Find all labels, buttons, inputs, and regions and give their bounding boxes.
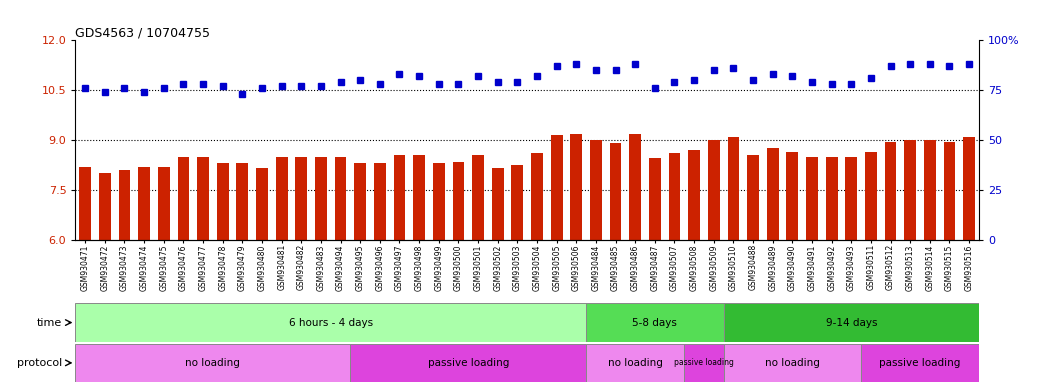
Text: passive loading: passive loading xyxy=(427,358,509,368)
Bar xyxy=(197,157,209,240)
Text: passive loading: passive loading xyxy=(674,358,734,367)
Bar xyxy=(845,157,857,240)
Text: no loading: no loading xyxy=(607,358,663,368)
Bar xyxy=(138,167,150,240)
Bar xyxy=(374,164,385,240)
Bar xyxy=(963,137,975,240)
Bar xyxy=(99,174,111,240)
Bar xyxy=(826,157,838,240)
Text: no loading: no loading xyxy=(185,358,241,368)
Bar xyxy=(472,155,484,240)
Bar xyxy=(649,159,661,240)
Bar xyxy=(766,149,779,240)
Bar xyxy=(275,157,288,240)
Bar xyxy=(237,164,248,240)
Bar xyxy=(354,164,366,240)
Bar xyxy=(75,344,351,382)
Bar xyxy=(865,152,876,240)
Text: 9-14 days: 9-14 days xyxy=(825,318,877,328)
Bar xyxy=(351,344,586,382)
Bar xyxy=(708,140,719,240)
Bar xyxy=(511,165,524,240)
Bar xyxy=(80,167,91,240)
Text: 5-8 days: 5-8 days xyxy=(632,318,677,328)
Bar xyxy=(414,155,425,240)
Bar xyxy=(905,140,916,240)
Bar xyxy=(748,155,759,240)
Bar xyxy=(861,344,979,382)
Bar xyxy=(586,303,723,342)
Bar xyxy=(723,303,979,342)
Bar xyxy=(728,137,739,240)
Bar xyxy=(75,303,586,342)
Bar xyxy=(723,344,861,382)
Bar xyxy=(786,152,798,240)
Text: time: time xyxy=(37,318,62,328)
Bar xyxy=(217,164,228,240)
Text: 6 hours - 4 days: 6 hours - 4 days xyxy=(289,318,373,328)
Bar xyxy=(492,169,504,240)
Text: protocol: protocol xyxy=(17,358,62,368)
Bar xyxy=(432,164,445,240)
Text: passive loading: passive loading xyxy=(879,358,961,368)
Bar xyxy=(688,150,700,240)
Bar xyxy=(452,162,464,240)
Bar xyxy=(335,157,347,240)
Bar xyxy=(295,157,307,240)
Text: no loading: no loading xyxy=(765,358,820,368)
Bar xyxy=(885,142,896,240)
Bar xyxy=(158,167,170,240)
Bar xyxy=(257,169,268,240)
Bar xyxy=(178,157,190,240)
Bar xyxy=(315,157,327,240)
Bar xyxy=(923,140,936,240)
Bar xyxy=(394,155,405,240)
Bar xyxy=(591,140,602,240)
Bar xyxy=(551,135,562,240)
Bar xyxy=(118,170,131,240)
Text: GDS4563 / 10704755: GDS4563 / 10704755 xyxy=(75,26,210,39)
Bar xyxy=(669,154,681,240)
Bar xyxy=(943,142,955,240)
Bar xyxy=(806,157,818,240)
Bar xyxy=(685,344,723,382)
Bar xyxy=(531,154,543,240)
Bar xyxy=(609,144,622,240)
Bar xyxy=(571,134,582,240)
Bar xyxy=(629,134,641,240)
Bar xyxy=(586,344,685,382)
